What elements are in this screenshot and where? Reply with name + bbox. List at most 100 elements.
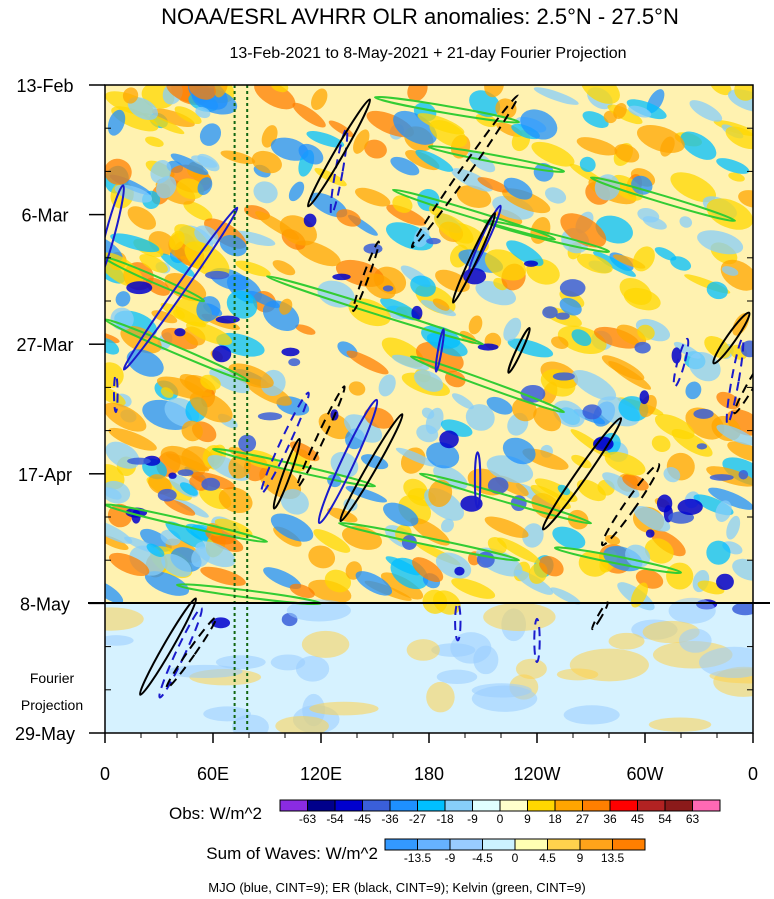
obs-swatch-8 — [499, 799, 528, 812]
er-contour-6 — [138, 597, 198, 696]
er-contour-9 — [352, 240, 380, 313]
obs-level-12: 45 — [631, 812, 645, 826]
waves-colorbar-title: Sum of Waves: W/m^2 — [206, 844, 378, 863]
projection-label-line2: Projection — [21, 697, 83, 713]
kelvin-contour-3 — [391, 188, 557, 241]
y-tick-label-1: 6-Mar — [21, 206, 68, 226]
mjo-contour-13 — [113, 374, 119, 414]
waves-swatch-0 — [384, 838, 418, 851]
y-tick-label-0: 13-Feb — [16, 76, 73, 96]
er-contour-0 — [306, 98, 372, 208]
obs-swatch-14 — [664, 799, 693, 812]
kelvin-contour-4 — [481, 219, 611, 253]
waves-swatch-7 — [612, 838, 646, 851]
er-contour-10 — [296, 385, 346, 489]
kelvin-contour-6 — [265, 275, 485, 346]
obs-swatch-10 — [554, 799, 583, 812]
x-tick-label-6: 0 — [748, 764, 758, 784]
er-contour-12 — [165, 616, 218, 690]
obs-level-1: -54 — [326, 812, 344, 826]
er-contour-11 — [600, 463, 661, 547]
kelvin-contour-10 — [418, 472, 593, 525]
kelvin-contour-12 — [337, 521, 521, 562]
waves-swatch-4 — [514, 838, 548, 851]
projection-label-line1: Fourier — [30, 670, 75, 686]
x-tick-label-3: 180 — [414, 764, 444, 784]
reference-longitude-lines — [233, 85, 249, 733]
obs-swatch-4 — [389, 799, 418, 812]
chart-title: NOAA/ESRL AVHRR OLR anomalies: 2.5°N - 2… — [161, 4, 679, 29]
waves-level-0: -13.5 — [404, 851, 432, 865]
obs-swatch-2 — [334, 799, 363, 812]
kelvin-contour-13 — [553, 546, 683, 575]
anomaly-field — [105, 85, 753, 733]
obs-level-8: 9 — [524, 812, 531, 826]
y-tick-label-5: 29-May — [15, 724, 75, 744]
obs-swatch-12 — [609, 799, 638, 812]
waves-level-4: 4.5 — [539, 851, 556, 865]
er-contour-5 — [712, 311, 751, 365]
y-tick-label-3: 17-Apr — [18, 465, 72, 485]
obs-level-11: 36 — [603, 812, 617, 826]
er-contour-2 — [339, 413, 404, 523]
waves-level-6: 13.5 — [601, 851, 625, 865]
er-contour-4 — [507, 326, 531, 374]
mjo-contour-8 — [260, 391, 310, 495]
x-tick-label-4: 120W — [513, 764, 560, 784]
obs-swatch-7 — [472, 799, 501, 812]
mjo-contour-1 — [105, 184, 125, 282]
mjo-contour-0 — [122, 206, 239, 371]
mjo-contour-2 — [329, 127, 349, 215]
waves-level-5: 9 — [577, 851, 584, 865]
waves-swatch-3 — [482, 838, 516, 851]
x-tick-label-0: 0 — [100, 764, 110, 784]
obs-level-7: 0 — [497, 812, 504, 826]
obs-level-9: 18 — [548, 812, 562, 826]
er-contour-3 — [541, 417, 623, 531]
obs-level-5: -18 — [436, 812, 454, 826]
obs-level-10: 27 — [576, 812, 590, 826]
y-tick-label-4: 8-May — [20, 594, 70, 614]
mjo-contour-11 — [454, 602, 462, 642]
obs-swatch-3 — [362, 799, 391, 812]
obs-level-3: -36 — [381, 812, 399, 826]
obs-level-6: -9 — [467, 812, 478, 826]
obs-colorbar: Obs: W/m^2 -63 -54 -45 -36 -27 -18 -9 0 9 18 27 36 4… — [169, 799, 721, 826]
waves-level-1: -9 — [445, 851, 456, 865]
waves-swatch-1 — [417, 838, 451, 851]
obs-swatch-9 — [527, 799, 556, 812]
kelvin-contour-11 — [105, 503, 269, 543]
waves-colorbar: Sum of Waves: W/m^2 -13.5 -9 -4.5 0 4.5 9 13.5 — [206, 838, 646, 865]
kelvin-contour-1 — [427, 145, 566, 173]
er-contour-7 — [272, 437, 301, 510]
obs-swatch-11 — [582, 799, 611, 812]
obs-colorbar-title: Obs: W/m^2 — [169, 804, 262, 823]
obs-swatch-0 — [279, 799, 308, 812]
waves-swatch-6 — [579, 838, 613, 851]
waves-swatch-2 — [449, 838, 483, 851]
obs-swatch-1 — [307, 799, 336, 812]
obs-level-14: 63 — [686, 812, 700, 826]
obs-level-4: -27 — [409, 812, 427, 826]
x-tick-label-5: 60W — [626, 764, 663, 784]
waves-level-2: -4.5 — [472, 851, 493, 865]
waves-swatch-5 — [547, 838, 581, 851]
chart-subtitle: 13-Feb-2021 to 8-May-2021 + 21-day Fouri… — [229, 45, 626, 62]
kelvin-contour-8 — [409, 355, 566, 414]
contour-footnote: MJO (blue, CINT=9); ER (black, CINT=9); … — [208, 880, 585, 895]
er-contour-1 — [451, 212, 497, 304]
obs-swatch-15 — [692, 799, 721, 812]
mjo-contour-12 — [533, 617, 541, 664]
obs-level-13: 54 — [658, 812, 672, 826]
er-contour-8 — [410, 94, 520, 249]
obs-swatch-6 — [444, 799, 473, 812]
obs-level-2: -45 — [354, 812, 372, 826]
mjo-contour-4 — [467, 204, 502, 274]
obs-swatch-5 — [417, 799, 446, 812]
y-tick-label-2: 27-Mar — [16, 335, 73, 355]
mjo-contour-5 — [473, 451, 482, 509]
x-tick-label-1: 60E — [197, 764, 229, 784]
mjo-contour-6 — [434, 328, 445, 373]
x-tick-label-2: 120E — [300, 764, 342, 784]
